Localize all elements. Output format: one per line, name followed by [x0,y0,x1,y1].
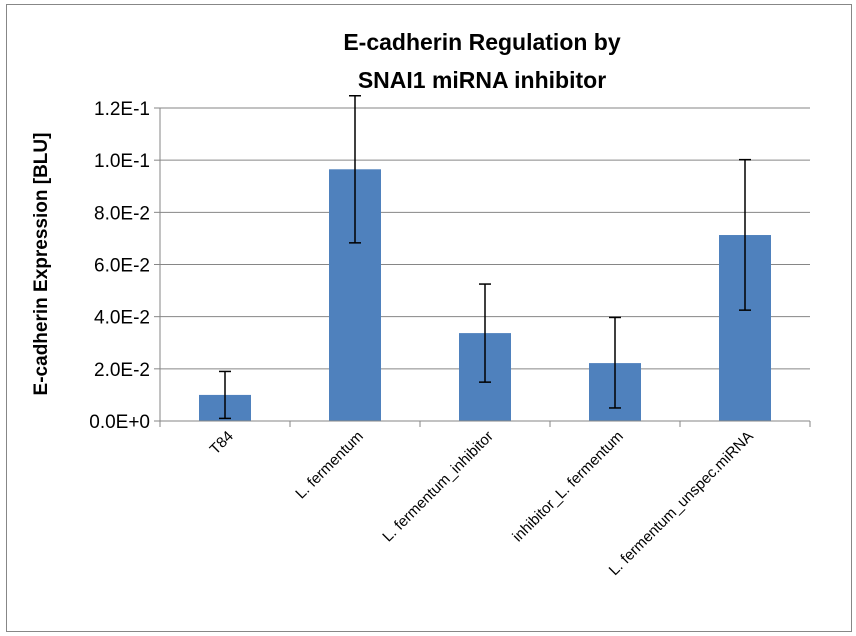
plot-area: 0.0E+0 2.0E-2 4.0E-2 6.0E-2 8.0E-2 1.0E-1 1.2E… [89,94,811,579]
x-tick-label: L. fermentum_unspec.miRNA [606,428,757,579]
x-tick-label: L. fermentum [292,428,367,503]
chart-title-line-1: E-cadherin Regulation by [343,29,621,55]
y-tick-label: 8.0E-2 [94,203,150,224]
x-tick-label: T84 [207,428,237,458]
chart-title-line-2: SNAI1 miRNA inhibitor [358,67,606,93]
x-tick-label: inhibitor_L. fermentum [509,428,627,546]
chart-frame [6,4,852,632]
y-tick-label: 1.0E-1 [94,151,150,172]
y-tick-label: 4.0E-2 [94,308,150,329]
y-axis-label: E-cadherin Expression [BLU] [31,133,52,396]
x-tick-label: L. fermentum_inhibitor [379,428,497,546]
y-tick-label: 2.0E-2 [94,360,150,381]
y-tick-label: 6.0E-2 [94,256,150,277]
y-tick-label: 1.2E-1 [94,99,150,120]
y-tick-label: 0.0E+0 [89,412,150,433]
